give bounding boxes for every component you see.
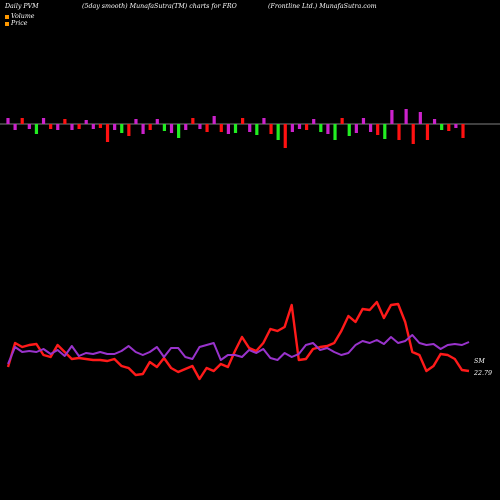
volume-bar [269, 124, 273, 134]
volume-bar [98, 124, 103, 128]
volume-bar [91, 124, 95, 129]
volume-bar [425, 124, 430, 140]
chart-header-company: (Frontline Ltd.) MunafaSutra.com [268, 3, 377, 10]
volume-bar [361, 118, 366, 124]
volume-bar [319, 124, 323, 132]
legend-price: Price [5, 20, 28, 27]
volume-bar [63, 119, 67, 124]
volume-bar [333, 124, 337, 140]
volume-bar [354, 124, 358, 133]
volume-bar [20, 118, 24, 124]
volume-bar [49, 124, 53, 129]
volume-bar [283, 124, 287, 148]
volume-bar [13, 124, 17, 130]
volume-bar [120, 124, 124, 133]
volume-bar [34, 124, 39, 134]
volume-bar [383, 124, 387, 139]
volume-bar [326, 124, 330, 134]
volume-bar [241, 118, 245, 124]
legend-volume-label: Volume [11, 13, 35, 20]
volume-bar [141, 124, 145, 134]
volume-bar [440, 124, 444, 130]
volume-bar [212, 116, 216, 124]
volume-bar [134, 119, 138, 124]
volume-bar [205, 124, 209, 132]
volume-bar [148, 124, 152, 130]
volume-bar [105, 124, 110, 142]
volume-bar [198, 124, 202, 129]
legend-volume-swatch [5, 14, 9, 19]
volume-bar [155, 119, 159, 124]
volume-bar [27, 124, 31, 129]
volume-bar [191, 118, 195, 124]
legend-volume: Volume [5, 13, 35, 20]
volume-bar [418, 112, 422, 124]
volume-bar [248, 124, 252, 132]
volume-bar [312, 119, 316, 124]
volume-bar [297, 124, 302, 129]
volume-bar [113, 124, 117, 130]
sm-line [7, 334, 470, 365]
last-price-label: 22.79 [473, 370, 492, 377]
volume-bar [404, 109, 408, 124]
legend-price-label: Price [11, 20, 28, 27]
volume-bar [304, 124, 309, 130]
volume-bar [41, 118, 46, 124]
volume-bar [162, 124, 167, 131]
chart-header-left: Daily PVM [5, 3, 39, 10]
sm-series-label: SM [474, 358, 485, 365]
volume-bar [77, 124, 81, 129]
volume-bar [219, 124, 223, 132]
volume-bar [233, 124, 238, 133]
volume-bar [447, 124, 451, 131]
legend-price-swatch [5, 21, 9, 26]
price-line [6, 300, 470, 381]
volume-bar [177, 124, 181, 138]
volume-bar [276, 124, 280, 140]
volume-bar [347, 124, 351, 136]
volume-bar [432, 119, 437, 124]
volume-bar [226, 124, 230, 134]
volume-bar [411, 124, 415, 144]
volume-bar [340, 118, 344, 124]
volume-bar [290, 124, 294, 132]
chart-header-title: (5day smooth) MunafaSutra(TM) charts for… [82, 3, 237, 10]
volume-bar [262, 118, 266, 124]
volume-bar [127, 124, 131, 136]
volume-bar [397, 124, 401, 140]
volume-bar [184, 124, 188, 130]
volume-bar [376, 124, 380, 135]
volume-bar [56, 124, 60, 130]
volume-bar [368, 124, 373, 132]
volume-bar [84, 120, 88, 124]
volume-bar [169, 124, 174, 133]
volume-bar [390, 110, 394, 124]
volume-bar [454, 124, 458, 128]
volume-bar [70, 124, 74, 130]
volume-bar [255, 124, 259, 135]
volume-bar [461, 124, 465, 138]
volume-bar [6, 118, 10, 124]
